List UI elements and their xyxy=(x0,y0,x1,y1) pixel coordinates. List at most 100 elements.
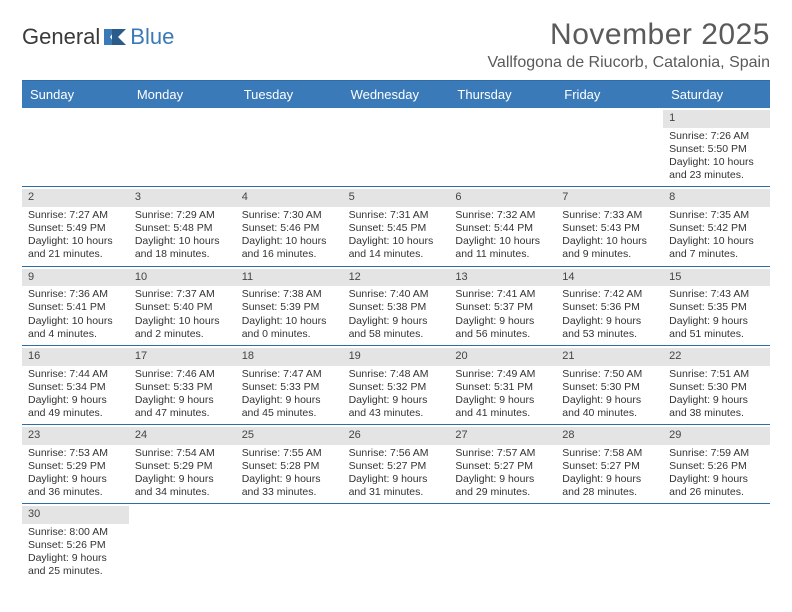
day1-line: Daylight: 9 hours xyxy=(28,552,123,565)
day-number: 18 xyxy=(236,348,343,366)
sunrise-line: Sunrise: 7:56 AM xyxy=(349,447,444,460)
day-header-row: SundayMondayTuesdayWednesdayThursdayFrid… xyxy=(22,81,770,108)
sunrise-line: Sunrise: 7:26 AM xyxy=(669,130,764,143)
day2-line: and 31 minutes. xyxy=(349,486,444,499)
day2-line: and 49 minutes. xyxy=(28,407,123,420)
day-cell: 18Sunrise: 7:47 AMSunset: 5:33 PMDayligh… xyxy=(236,346,343,424)
day2-line: and 2 minutes. xyxy=(135,328,230,341)
blank-cell xyxy=(449,108,556,186)
day2-line: and 38 minutes. xyxy=(669,407,764,420)
day1-line: Daylight: 10 hours xyxy=(669,156,764,169)
sunrise-line: Sunrise: 7:48 AM xyxy=(349,368,444,381)
sunset-line: Sunset: 5:27 PM xyxy=(455,460,550,473)
sunset-line: Sunset: 5:31 PM xyxy=(455,381,550,394)
day1-line: Daylight: 9 hours xyxy=(349,315,444,328)
blank-cell xyxy=(129,504,236,582)
day2-line: and 11 minutes. xyxy=(455,248,550,261)
sunset-line: Sunset: 5:28 PM xyxy=(242,460,337,473)
day1-line: Daylight: 9 hours xyxy=(669,394,764,407)
day2-line: and 33 minutes. xyxy=(242,486,337,499)
day-number: 19 xyxy=(343,348,450,366)
day-cell: 10Sunrise: 7:37 AMSunset: 5:40 PMDayligh… xyxy=(129,267,236,345)
day-header: Sunday xyxy=(22,81,129,108)
day2-line: and 45 minutes. xyxy=(242,407,337,420)
sunset-line: Sunset: 5:29 PM xyxy=(135,460,230,473)
day-number: 9 xyxy=(22,269,129,287)
day2-line: and 9 minutes. xyxy=(562,248,657,261)
day-number: 13 xyxy=(449,269,556,287)
header: General Blue November 2025 Vallfogona de… xyxy=(22,18,770,72)
day-number: 20 xyxy=(449,348,556,366)
sunrise-line: Sunrise: 7:55 AM xyxy=(242,447,337,460)
day1-line: Daylight: 9 hours xyxy=(669,315,764,328)
day1-line: Daylight: 9 hours xyxy=(135,394,230,407)
day-number: 15 xyxy=(663,269,770,287)
sunrise-line: Sunrise: 7:58 AM xyxy=(562,447,657,460)
day-number: 21 xyxy=(556,348,663,366)
day-number: 5 xyxy=(343,189,450,207)
day-cell: 23Sunrise: 7:53 AMSunset: 5:29 PMDayligh… xyxy=(22,425,129,503)
day-cell: 27Sunrise: 7:57 AMSunset: 5:27 PMDayligh… xyxy=(449,425,556,503)
day-number: 16 xyxy=(22,348,129,366)
logo-text-1: General xyxy=(22,24,100,50)
day-cell: 11Sunrise: 7:38 AMSunset: 5:39 PMDayligh… xyxy=(236,267,343,345)
day1-line: Daylight: 9 hours xyxy=(455,394,550,407)
day-cell: 4Sunrise: 7:30 AMSunset: 5:46 PMDaylight… xyxy=(236,187,343,265)
sunset-line: Sunset: 5:43 PM xyxy=(562,222,657,235)
day-number: 22 xyxy=(663,348,770,366)
day-cell: 16Sunrise: 7:44 AMSunset: 5:34 PMDayligh… xyxy=(22,346,129,424)
day-number: 24 xyxy=(129,427,236,445)
sunrise-line: Sunrise: 7:53 AM xyxy=(28,447,123,460)
sunset-line: Sunset: 5:33 PM xyxy=(135,381,230,394)
day2-line: and 58 minutes. xyxy=(349,328,444,341)
sunset-line: Sunset: 5:27 PM xyxy=(562,460,657,473)
day1-line: Daylight: 9 hours xyxy=(455,315,550,328)
blank-cell xyxy=(236,108,343,186)
sunrise-line: Sunrise: 7:41 AM xyxy=(455,288,550,301)
day-header: Friday xyxy=(556,81,663,108)
day-cell: 9Sunrise: 7:36 AMSunset: 5:41 PMDaylight… xyxy=(22,267,129,345)
sunrise-line: Sunrise: 7:47 AM xyxy=(242,368,337,381)
day-cell: 28Sunrise: 7:58 AMSunset: 5:27 PMDayligh… xyxy=(556,425,663,503)
day1-line: Daylight: 9 hours xyxy=(135,473,230,486)
day1-line: Daylight: 10 hours xyxy=(349,235,444,248)
day-number: 26 xyxy=(343,427,450,445)
blank-cell xyxy=(129,108,236,186)
day2-line: and 14 minutes. xyxy=(349,248,444,261)
day1-line: Daylight: 9 hours xyxy=(28,473,123,486)
day2-line: and 47 minutes. xyxy=(135,407,230,420)
day1-line: Daylight: 10 hours xyxy=(135,315,230,328)
day-cell: 1Sunrise: 7:26 AMSunset: 5:50 PMDaylight… xyxy=(663,108,770,186)
day-number: 4 xyxy=(236,189,343,207)
week-row: 23Sunrise: 7:53 AMSunset: 5:29 PMDayligh… xyxy=(22,425,770,504)
sunrise-line: Sunrise: 7:32 AM xyxy=(455,209,550,222)
sunset-line: Sunset: 5:44 PM xyxy=(455,222,550,235)
day2-line: and 21 minutes. xyxy=(28,248,123,261)
sunset-line: Sunset: 5:35 PM xyxy=(669,301,764,314)
day-cell: 14Sunrise: 7:42 AMSunset: 5:36 PMDayligh… xyxy=(556,267,663,345)
day-cell: 19Sunrise: 7:48 AMSunset: 5:32 PMDayligh… xyxy=(343,346,450,424)
sunset-line: Sunset: 5:27 PM xyxy=(349,460,444,473)
title-block: November 2025 Vallfogona de Riucorb, Cat… xyxy=(487,18,770,72)
day2-line: and 53 minutes. xyxy=(562,328,657,341)
day-number: 14 xyxy=(556,269,663,287)
day-number: 10 xyxy=(129,269,236,287)
sunset-line: Sunset: 5:34 PM xyxy=(28,381,123,394)
day-cell: 17Sunrise: 7:46 AMSunset: 5:33 PMDayligh… xyxy=(129,346,236,424)
sunrise-line: Sunrise: 7:57 AM xyxy=(455,447,550,460)
day1-line: Daylight: 9 hours xyxy=(455,473,550,486)
day-cell: 2Sunrise: 7:27 AMSunset: 5:49 PMDaylight… xyxy=(22,187,129,265)
sunset-line: Sunset: 5:33 PM xyxy=(242,381,337,394)
day1-line: Daylight: 10 hours xyxy=(28,235,123,248)
blank-cell xyxy=(556,504,663,582)
day1-line: Daylight: 10 hours xyxy=(135,235,230,248)
day-number: 3 xyxy=(129,189,236,207)
day2-line: and 16 minutes. xyxy=(242,248,337,261)
week-row: 30Sunrise: 8:00 AMSunset: 5:26 PMDayligh… xyxy=(22,504,770,582)
day-cell: 6Sunrise: 7:32 AMSunset: 5:44 PMDaylight… xyxy=(449,187,556,265)
sunrise-line: Sunrise: 7:31 AM xyxy=(349,209,444,222)
sunset-line: Sunset: 5:42 PM xyxy=(669,222,764,235)
day1-line: Daylight: 10 hours xyxy=(669,235,764,248)
day1-line: Daylight: 10 hours xyxy=(562,235,657,248)
sunset-line: Sunset: 5:45 PM xyxy=(349,222,444,235)
